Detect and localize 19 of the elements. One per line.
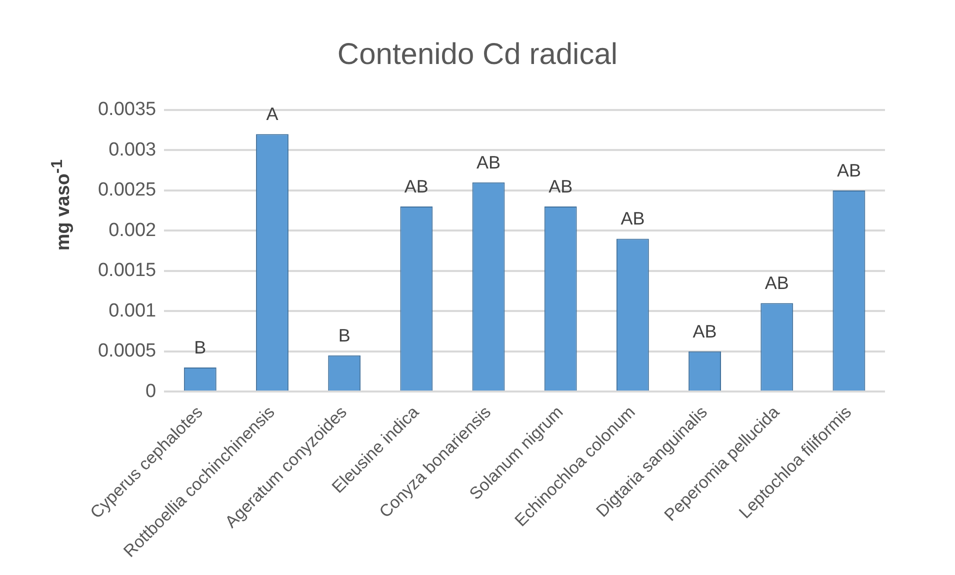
annotation: B [194, 337, 206, 358]
annotation: AB [476, 152, 501, 172]
annotation: AB [692, 321, 717, 342]
annotation: AB [548, 176, 573, 197]
annotation: AB [764, 273, 789, 294]
annotation: AB [404, 176, 428, 197]
y-tick-label: 0.003 [108, 139, 156, 160]
y-tick-label: 0.0035 [98, 99, 156, 120]
annotation: B [338, 325, 350, 346]
chart-title: Contenido Cd radical [336, 38, 619, 72]
annotation: AB [836, 160, 861, 180]
y-tick-label: 0.0015 [98, 260, 156, 282]
y-tick-label: 0.001 [108, 300, 156, 322]
annotation: AB [620, 208, 645, 229]
y-tick-label: 0 [146, 380, 156, 402]
y-tick-label: 0.0025 [98, 180, 156, 201]
y-tick-label: 0.002 [108, 220, 156, 241]
annotation: A [266, 104, 278, 124]
y-tick-label: 0.0005 [98, 340, 156, 362]
